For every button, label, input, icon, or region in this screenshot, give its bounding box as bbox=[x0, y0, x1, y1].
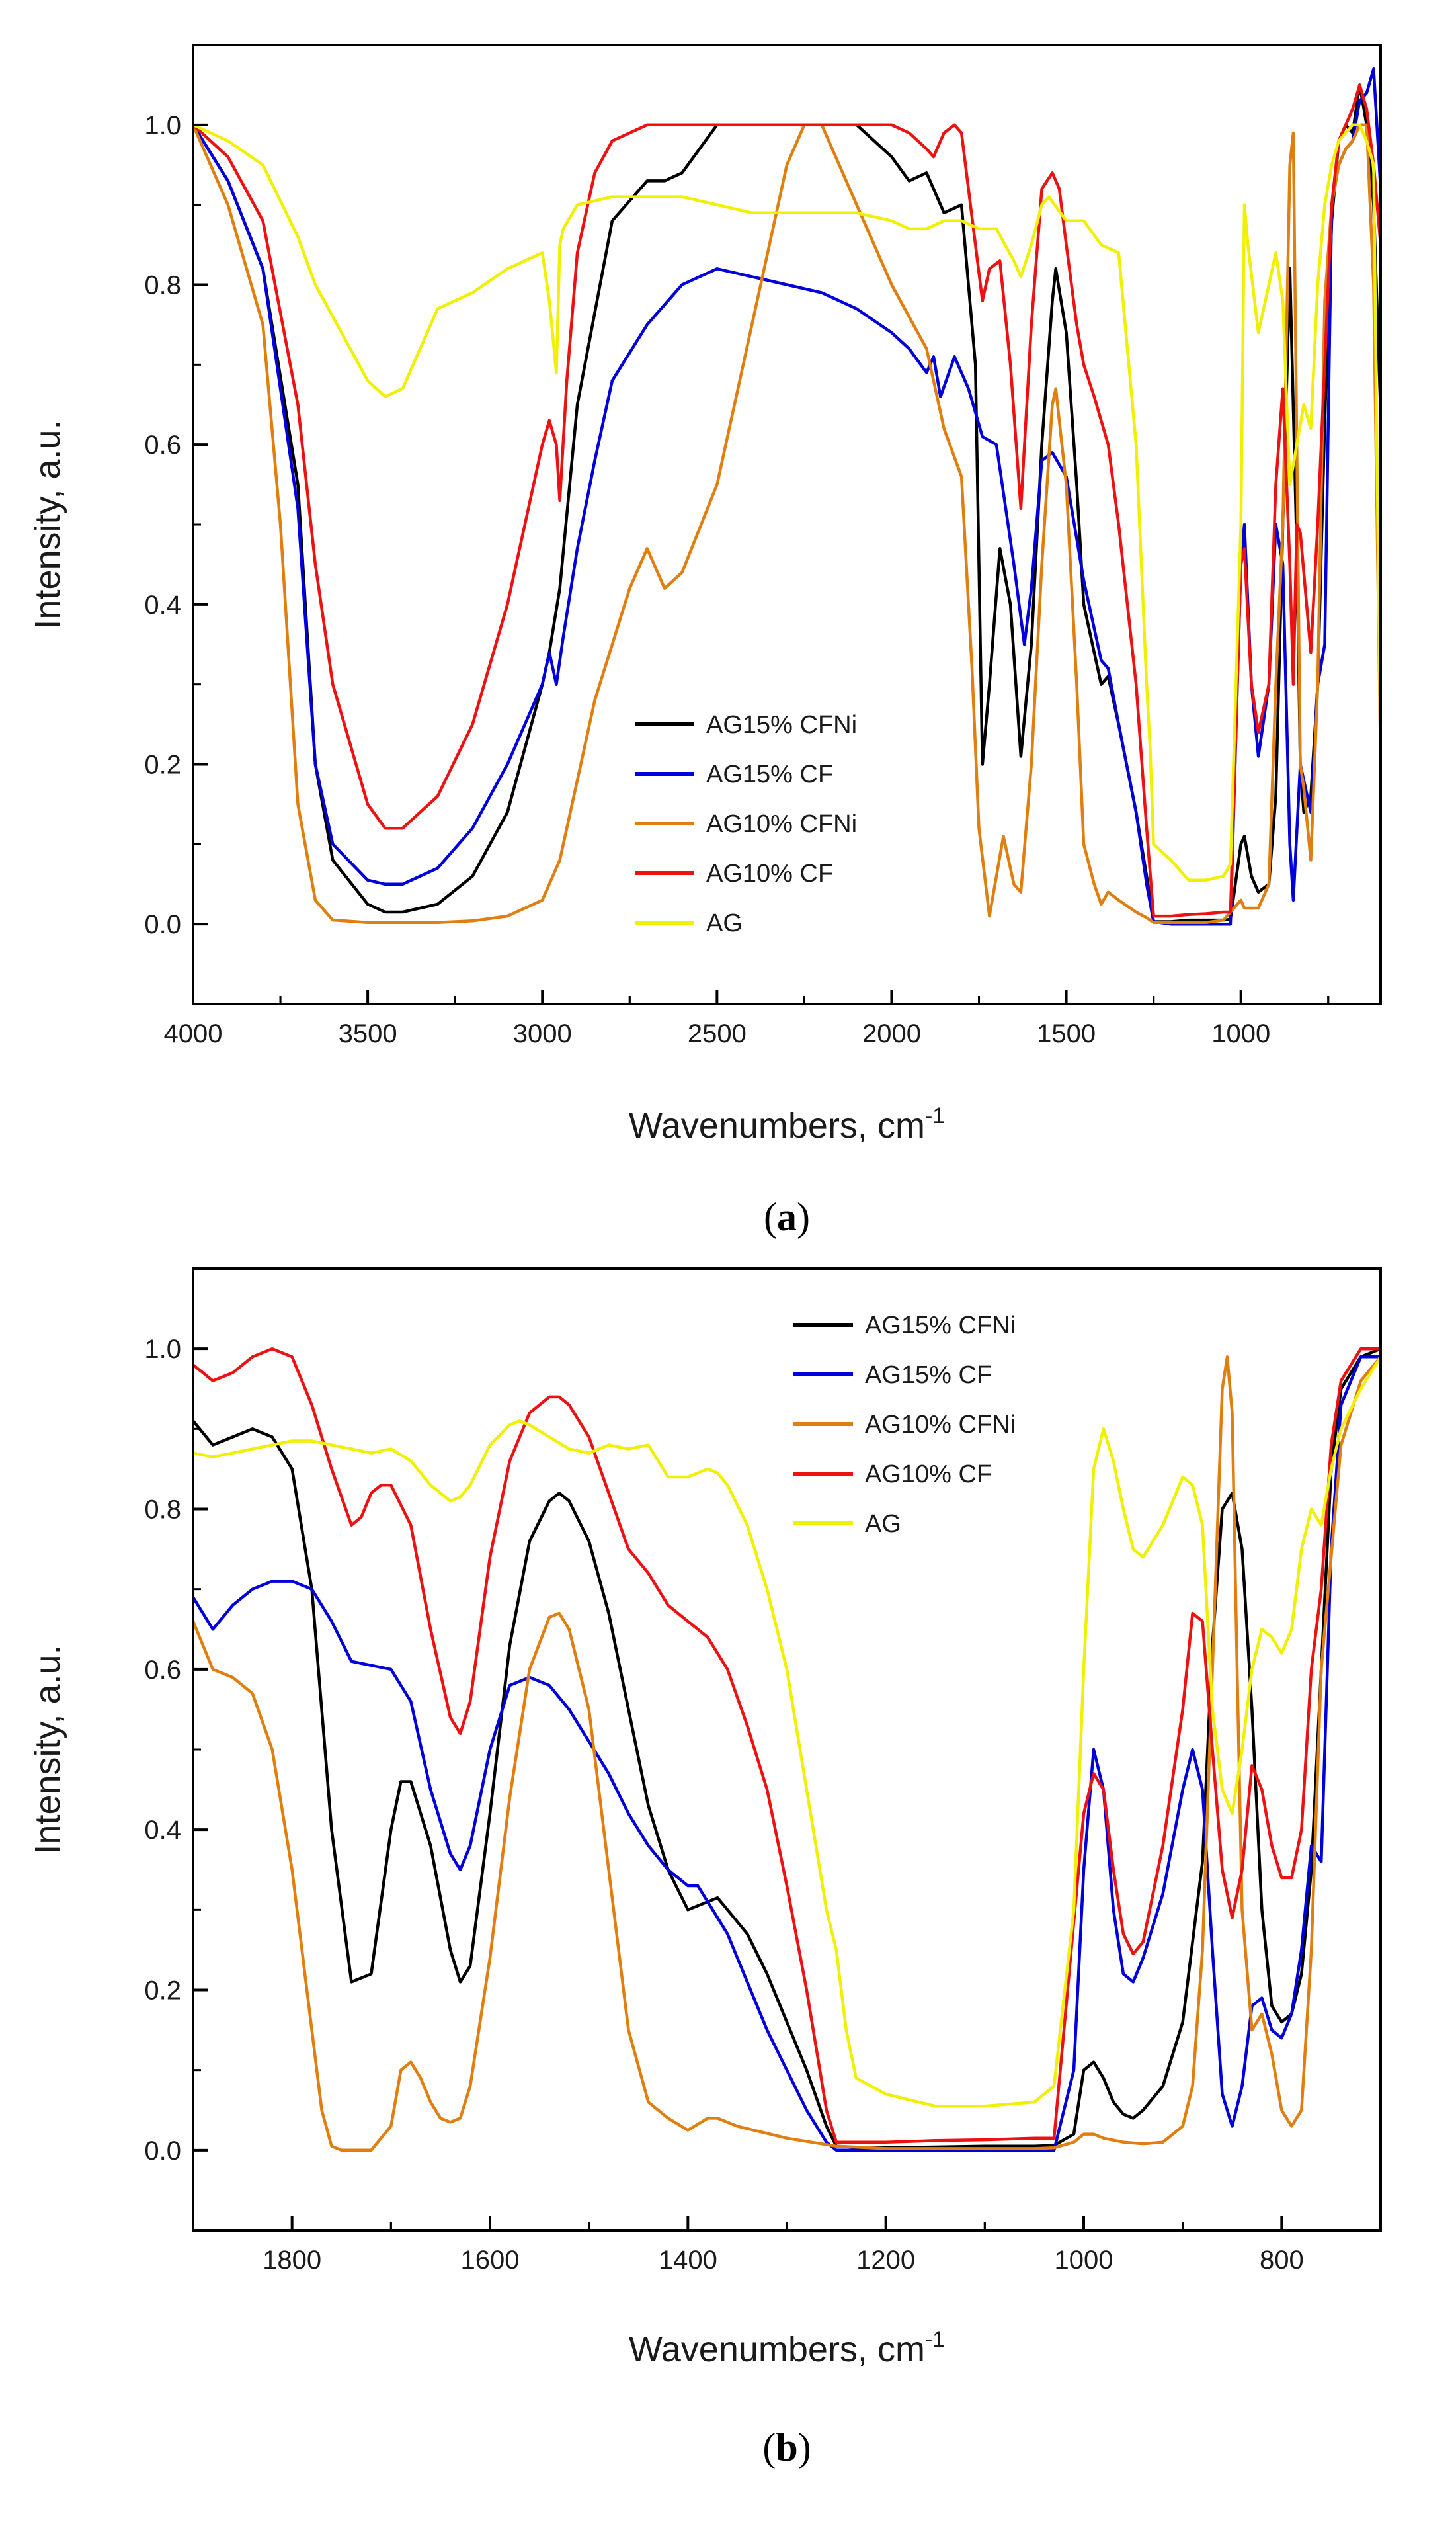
legend: AG15% CFNi AG15% CF AG10% CFNi AG10% CF AG bbox=[635, 711, 857, 937]
y-tick-label: 0.2 bbox=[144, 751, 181, 780]
y-axis-title: Intensity, a.u. bbox=[28, 1644, 67, 1854]
x-axis-title: Wavenumbers, cm-1 bbox=[629, 1103, 945, 1146]
y-tick-label: 0.2 bbox=[144, 1976, 181, 2005]
y-tick-label: 0.8 bbox=[144, 1496, 181, 1525]
legend-label: AG10% CF bbox=[865, 1460, 992, 1488]
x-tick-label: 1800 bbox=[263, 2246, 321, 2275]
y-tick-label: 0.4 bbox=[144, 591, 181, 620]
series-line-ag10-cf bbox=[193, 83, 1381, 918]
y-tick-label: 0.6 bbox=[144, 1656, 181, 1685]
series-line-ag15-cfni bbox=[193, 1347, 1381, 2150]
legend-label: AG bbox=[865, 1510, 901, 1538]
panel-caption: (b) bbox=[762, 2425, 811, 2469]
x-tick-label: 3500 bbox=[339, 1019, 397, 1048]
x-tick-label: 2500 bbox=[688, 1019, 747, 1048]
series-group bbox=[193, 67, 1381, 926]
y-tick-label: 1.0 bbox=[144, 111, 181, 140]
series-group bbox=[193, 1347, 1381, 2152]
legend-label: AG10% CF bbox=[706, 860, 833, 888]
x-tick-label: 1000 bbox=[1055, 2246, 1113, 2275]
legend-label: AG bbox=[706, 909, 743, 937]
x-tick-label: 1400 bbox=[659, 2246, 717, 2275]
panel-a: 4000 3500 3000 2500 2000 1500 1000 0.0 0.2 0.4 0.6… bbox=[28, 44, 1382, 1239]
x-tick-label: 1600 bbox=[461, 2246, 520, 2275]
series-line-ag bbox=[193, 1355, 1381, 2108]
y-tick-label: 0.6 bbox=[144, 431, 181, 460]
y-tick-label: 0.8 bbox=[144, 271, 181, 300]
series-line-ag bbox=[193, 123, 1381, 882]
legend-label: AG10% CFNi bbox=[865, 1411, 1016, 1439]
x-tick-label: 3000 bbox=[513, 1019, 572, 1048]
series-line-ag10-cfni bbox=[193, 1355, 1381, 2152]
legend-label: AG15% CFNi bbox=[865, 1312, 1016, 1339]
legend-label: AG10% CFNi bbox=[706, 810, 857, 838]
x-tick-label: 2000 bbox=[862, 1019, 921, 1048]
legend-label: AG15% CF bbox=[706, 761, 833, 788]
x-tick-label: 1200 bbox=[856, 2246, 915, 2275]
legend: AG15% CFNi AG15% CF AG10% CFNi AG10% CF AG bbox=[793, 1312, 1016, 1538]
y-tick-label: 1.0 bbox=[144, 1335, 181, 1364]
panel-b: 1800 1600 1400 1200 1000 800 0.0 0.2 0.4 0.6 0.8 1.… bbox=[28, 1267, 1382, 2469]
x-tick-label: 4000 bbox=[164, 1019, 223, 1048]
legend-label: AG15% CF bbox=[865, 1361, 992, 1389]
y-tick-label: 0.4 bbox=[144, 1816, 181, 1845]
panel-caption: (a) bbox=[764, 1195, 810, 1239]
x-axis-title: Wavenumbers, cm-1 bbox=[629, 2327, 945, 2369]
y-axis-title: Intensity, a.u. bbox=[28, 419, 67, 629]
x-tick-label: 1000 bbox=[1211, 1019, 1270, 1048]
x-tick-label: 800 bbox=[1260, 2246, 1304, 2275]
x-tick-label: 1500 bbox=[1037, 1019, 1096, 1048]
legend-label: AG15% CFNi bbox=[706, 711, 857, 739]
series-line-ag10-cf bbox=[193, 1347, 1381, 2144]
y-tick-label: 0.0 bbox=[144, 910, 181, 939]
y-tick-label: 0.0 bbox=[144, 2136, 181, 2166]
series-line-ag15-cf bbox=[193, 67, 1381, 926]
